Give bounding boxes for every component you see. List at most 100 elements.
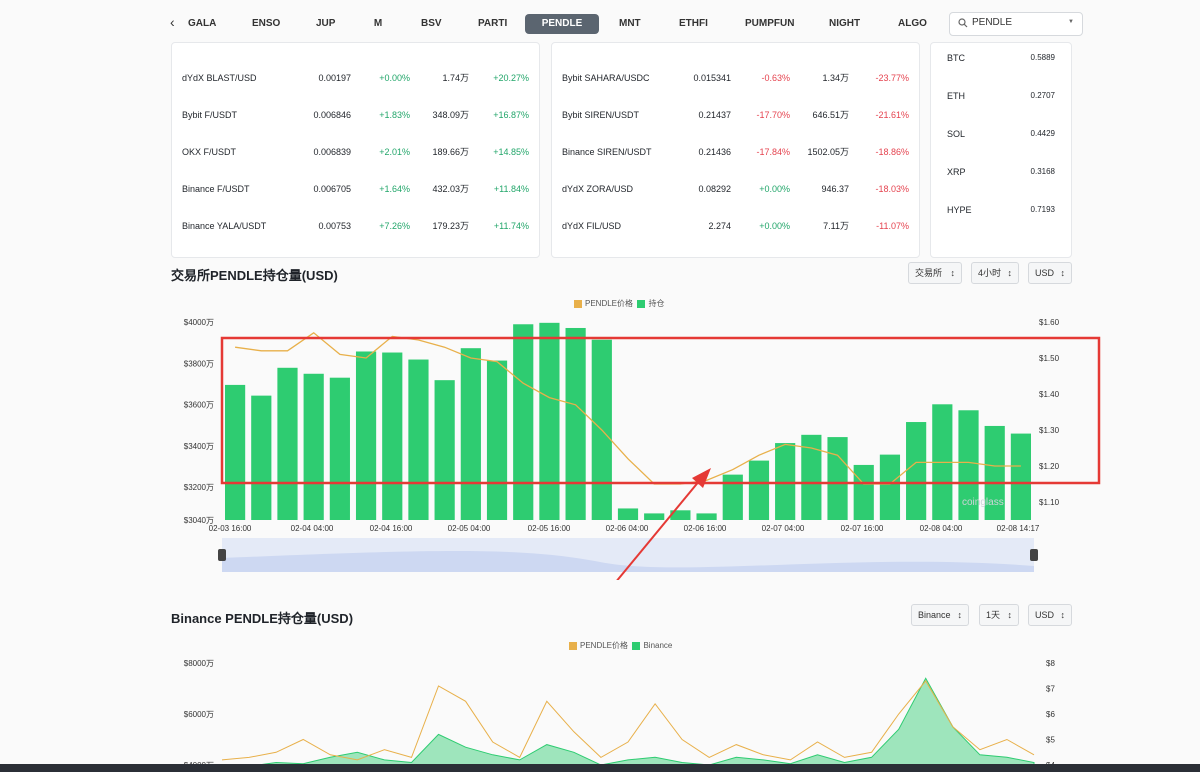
y-left-tick: $8000万 xyxy=(184,659,214,668)
sort-icon: ↕ xyxy=(957,610,963,620)
table-row[interactable]: dYdX FIL/USD 2.274 +0.00% 7.11万 -11.07% xyxy=(552,208,919,245)
chevron-left-icon[interactable]: ‹ xyxy=(170,14,175,30)
legend-swatch-price xyxy=(569,641,577,650)
legend-swatch-price xyxy=(574,299,582,308)
oi-bar xyxy=(277,367,298,520)
table-row[interactable]: dYdX ZORA/USD 0.08292 +0.00% 946.37 -18.03% xyxy=(552,171,919,208)
interval-dropdown[interactable]: 4小时 ↕ xyxy=(971,262,1019,284)
cell-change2: -11.07% xyxy=(876,221,909,231)
oi-bar xyxy=(329,377,350,520)
range-slider-preview xyxy=(222,551,1034,572)
tab-pumpfun[interactable]: PUMPFUN xyxy=(745,18,795,29)
oi-bar xyxy=(303,373,324,520)
tab-night[interactable]: NIGHT xyxy=(829,18,861,29)
cell-change2: +11.84% xyxy=(493,184,529,194)
search-input[interactable]: PENDLE ▼ xyxy=(949,12,1083,36)
cell-price: 0.006846 xyxy=(313,110,351,120)
cell-pair: dYdX ZORA/USD xyxy=(562,184,634,194)
arrow-head xyxy=(692,468,711,488)
oi-bar xyxy=(748,460,770,520)
cell-volume: 189.66万 xyxy=(432,147,469,157)
cell-price: 0.00753 xyxy=(318,221,351,231)
table-row[interactable]: Bybit SIREN/USDT 0.21437 -17.70% 646.51万 -21… xyxy=(552,97,919,134)
correlation-list: BTC 0.5889 ETH 0.2707 SOL 0.4429 XRP 0.3168 HYPE… xyxy=(930,42,1072,258)
cell-volume: 1.74万 xyxy=(442,73,469,83)
coin-name: SOL xyxy=(947,129,966,139)
search-icon xyxy=(958,18,968,28)
cell-price: 0.21437 xyxy=(698,110,731,120)
table-row[interactable]: dYdX BLAST/USD 0.00197 +0.00% 1.74万 +20.27% xyxy=(172,60,539,97)
cell-change2: +11.74% xyxy=(493,221,529,231)
search-value: PENDLE xyxy=(972,17,1013,28)
table-row[interactable]: Bybit F/USDT 0.006846 +1.83% 348.09万 +16.87% xyxy=(172,97,539,134)
tab-enso[interactable]: ENSO xyxy=(252,18,281,29)
oi-bar xyxy=(408,359,429,520)
tab-pendle[interactable]: PENDLE xyxy=(525,14,599,34)
dropdown-label: 4小时 xyxy=(978,268,1002,278)
tab-m[interactable]: M xyxy=(373,18,383,29)
cell-volume: 432.03万 xyxy=(432,184,469,194)
y-left-tick: $4000万 xyxy=(184,318,214,327)
cell-change2: -18.03% xyxy=(875,184,909,194)
sort-icon: ↕ xyxy=(1007,610,1013,620)
cell-change: +0.00% xyxy=(379,73,410,83)
dropdown-label: Binance xyxy=(918,610,951,620)
list-item[interactable]: SOL 0.4429 xyxy=(931,115,1071,153)
cell-change: +2.01% xyxy=(379,147,410,157)
cell-change: +0.00% xyxy=(759,184,790,194)
x-tick: 02-05 04:00 xyxy=(448,524,491,533)
cell-pair: Bybit SAHARA/USDC xyxy=(562,73,650,83)
x-tick: 02-08 04:00 xyxy=(920,524,963,533)
interval-dropdown-2[interactable]: 1天 ↕ xyxy=(979,604,1019,626)
exchange-dropdown-2[interactable]: Binance ↕ xyxy=(911,604,969,626)
top-nav: ‹ GALA ENSO JUP M BSV PARTI PENDLE MNT ETHFI PUMP… xyxy=(0,0,1200,46)
tab-algo[interactable]: ALGO xyxy=(898,18,927,29)
tab-parti[interactable]: PARTI xyxy=(478,18,508,29)
table-row[interactable]: Bybit SAHARA/USDC 0.015341 -0.63% 1.34万 -23.… xyxy=(552,60,919,97)
table-row[interactable]: Binance F/USDT 0.006705 +1.64% 432.03万 +11.8… xyxy=(172,171,539,208)
oi-bar xyxy=(827,437,848,520)
table-row[interactable]: Binance YALA/USDT 0.00753 +7.26% 179.23万 +11… xyxy=(172,208,539,245)
tab-gala[interactable]: GALA xyxy=(188,18,217,29)
exchange-dropdown[interactable]: 交易所 ↕ xyxy=(908,262,962,284)
sort-icon: ↕ xyxy=(1060,610,1066,620)
section-title-binance-oi: Binance PENDLE持仓量(USD) xyxy=(171,611,354,626)
table-row[interactable]: OKX F/USDT 0.006839 +2.01% 189.66万 +14.85% xyxy=(172,134,539,171)
list-item[interactable]: ETH 0.2707 xyxy=(931,77,1071,115)
cell-volume: 646.51万 xyxy=(812,110,849,120)
y-left-tick: $3800万 xyxy=(184,359,214,368)
currency-dropdown-2[interactable]: USD ↕ xyxy=(1028,604,1072,626)
tab-mnt[interactable]: MNT xyxy=(619,18,641,29)
x-tick: 02-08 14:17 xyxy=(997,524,1040,533)
cell-volume: 348.09万 xyxy=(432,110,469,120)
cell-change: +1.64% xyxy=(379,184,410,194)
y-left-tick: $3040万 xyxy=(184,516,214,525)
list-item[interactable]: BTC 0.5889 xyxy=(931,43,1071,77)
y-right-tick: $1.40 xyxy=(1039,390,1060,399)
tab-jup[interactable]: JUP xyxy=(316,18,336,29)
y-right-tick: $1.60 xyxy=(1039,318,1060,327)
cell-change: +7.26% xyxy=(379,221,410,231)
y-left-tick: $3600万 xyxy=(184,401,214,410)
x-tick: 02-06 04:00 xyxy=(606,524,649,533)
cell-pair: Bybit SIREN/USDT xyxy=(562,110,640,120)
cell-pair: dYdX FIL/USD xyxy=(562,221,622,231)
list-item[interactable]: HYPE 0.7193 xyxy=(931,191,1071,229)
coin-value: 0.7193 xyxy=(1030,205,1055,214)
exchange-oi-chart: $3040万 $3200万 $3400万 $3600万 $3800万 $4000万 $1.1… xyxy=(184,318,1101,580)
currency-dropdown[interactable]: USD ↕ xyxy=(1028,262,1072,284)
list-item[interactable]: XRP 0.3168 xyxy=(931,153,1071,191)
x-tick: 02-04 04:00 xyxy=(291,524,334,533)
oi-bar xyxy=(644,513,665,520)
table-row[interactable]: Binance SIREN/USDT 0.21436 -17.84% 1502.05万… xyxy=(552,134,919,171)
tab-ethfi[interactable]: ETHFI xyxy=(679,18,708,29)
binance-area xyxy=(261,677,1035,764)
cell-change2: -23.77% xyxy=(875,73,909,83)
legend-price: PENDLE价格 xyxy=(580,641,629,650)
cell-volume: 179.23万 xyxy=(432,221,469,231)
os-taskbar xyxy=(0,764,1200,772)
oi-bar xyxy=(696,513,717,520)
tab-bsv[interactable]: BSV xyxy=(421,18,442,29)
oi-bar xyxy=(906,422,927,520)
sort-icon: ↕ xyxy=(1007,268,1013,278)
